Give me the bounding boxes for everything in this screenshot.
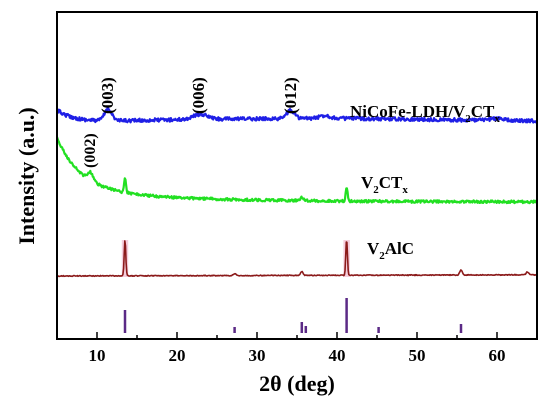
series-label-ldh-mid: CT (471, 102, 495, 121)
series-label-v2ctx-sub2: x (402, 184, 408, 196)
y-axis-label: Intensity (a.u.) (14, 107, 39, 245)
x-axis-ticks: 10 20 30 40 50 60 (56, 332, 538, 365)
reference-sticks (123, 298, 463, 333)
series-label-v2ctx-main: V (361, 173, 374, 192)
annotation-006: (006) (189, 77, 208, 114)
plot-frame (56, 11, 538, 340)
series-label-ldh-sub1: 2 (465, 113, 471, 125)
highlight-band-41 (343, 240, 350, 277)
annotation-003: (003) (98, 77, 117, 114)
x-tick-label-60: 60 (489, 346, 506, 365)
x-tick-label-50: 50 (409, 346, 426, 365)
series-line-2 (56, 240, 538, 278)
series-label-ldh: NiCoFe-LDH/V2CTx (350, 102, 500, 125)
series-label-v2ctx-sub1: 2 (373, 184, 379, 196)
series-label-v2alc: V2AlC (367, 239, 414, 262)
series-label-v2alc-sub1: 2 (379, 250, 385, 262)
x-tick-label-20: 20 (169, 346, 186, 365)
series-line-1 (55, 136, 538, 205)
series-label-v2alc-main: V (367, 239, 380, 258)
x-tick-label-30: 30 (249, 346, 266, 365)
annotation-002: (002) (82, 133, 99, 168)
highlight-band-13 (121, 240, 129, 277)
x-axis-label: 2θ (deg) (259, 371, 335, 396)
series-label-v2ctx-mid: CT (379, 173, 403, 192)
annotation-012: (012) (281, 77, 300, 114)
series-label-v2ctx: V2CTx (361, 173, 408, 196)
x-tick-label-10: 10 (89, 346, 106, 365)
series-layer (55, 106, 539, 278)
series-label-ldh-sub2: x (494, 113, 500, 125)
highlight-layer (121, 240, 350, 277)
series-label-ldh-main: NiCoFe-LDH/V (350, 102, 466, 121)
series-label-v2alc-mid: AlC (385, 239, 414, 258)
x-tick-label-40: 40 (329, 346, 346, 365)
series-line-0 (55, 106, 539, 124)
